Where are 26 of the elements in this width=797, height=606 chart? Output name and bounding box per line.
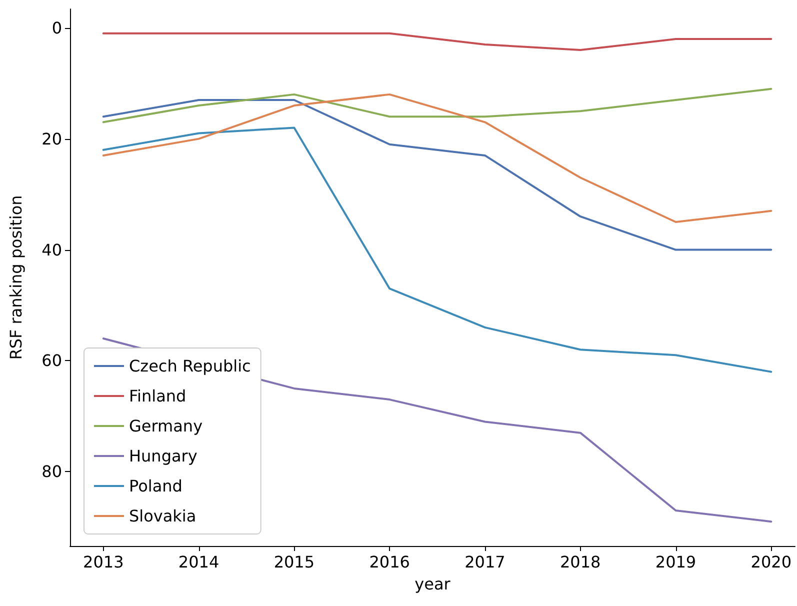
y-tick-label: 40 [42, 240, 62, 260]
y-tick-label: 0 [52, 18, 62, 38]
line-series [102, 88, 772, 124]
x-tick-label: 2018 [560, 552, 601, 572]
line-series [102, 32, 772, 52]
legend-label: Hungary [129, 446, 198, 466]
legend-label: Poland [129, 476, 182, 496]
y-tick-label: 80 [42, 462, 62, 482]
y-tick-label: 20 [42, 129, 62, 148]
x-axis-title: year [414, 574, 451, 594]
legend-label: Slovakia [129, 506, 196, 526]
legend-label: Germany [129, 416, 203, 436]
x-tick-label: 2016 [369, 552, 410, 572]
line-series [102, 98, 772, 251]
x-tick-label: 2017 [464, 552, 506, 572]
x-tick-label: 2013 [83, 552, 124, 572]
legend-label: Finland [129, 386, 186, 406]
y-tick-label: 60 [42, 351, 62, 370]
line-series [102, 93, 772, 224]
legend-label: Czech Republic [129, 356, 251, 376]
y-axis-title: RSF ranking position [6, 195, 26, 360]
x-tick-label: 2014 [178, 552, 220, 572]
line-series [102, 126, 772, 373]
x-tick-label: 2020 [750, 552, 792, 572]
x-tick-label: 2015 [274, 552, 315, 572]
x-tick-label: 2019 [655, 552, 696, 572]
